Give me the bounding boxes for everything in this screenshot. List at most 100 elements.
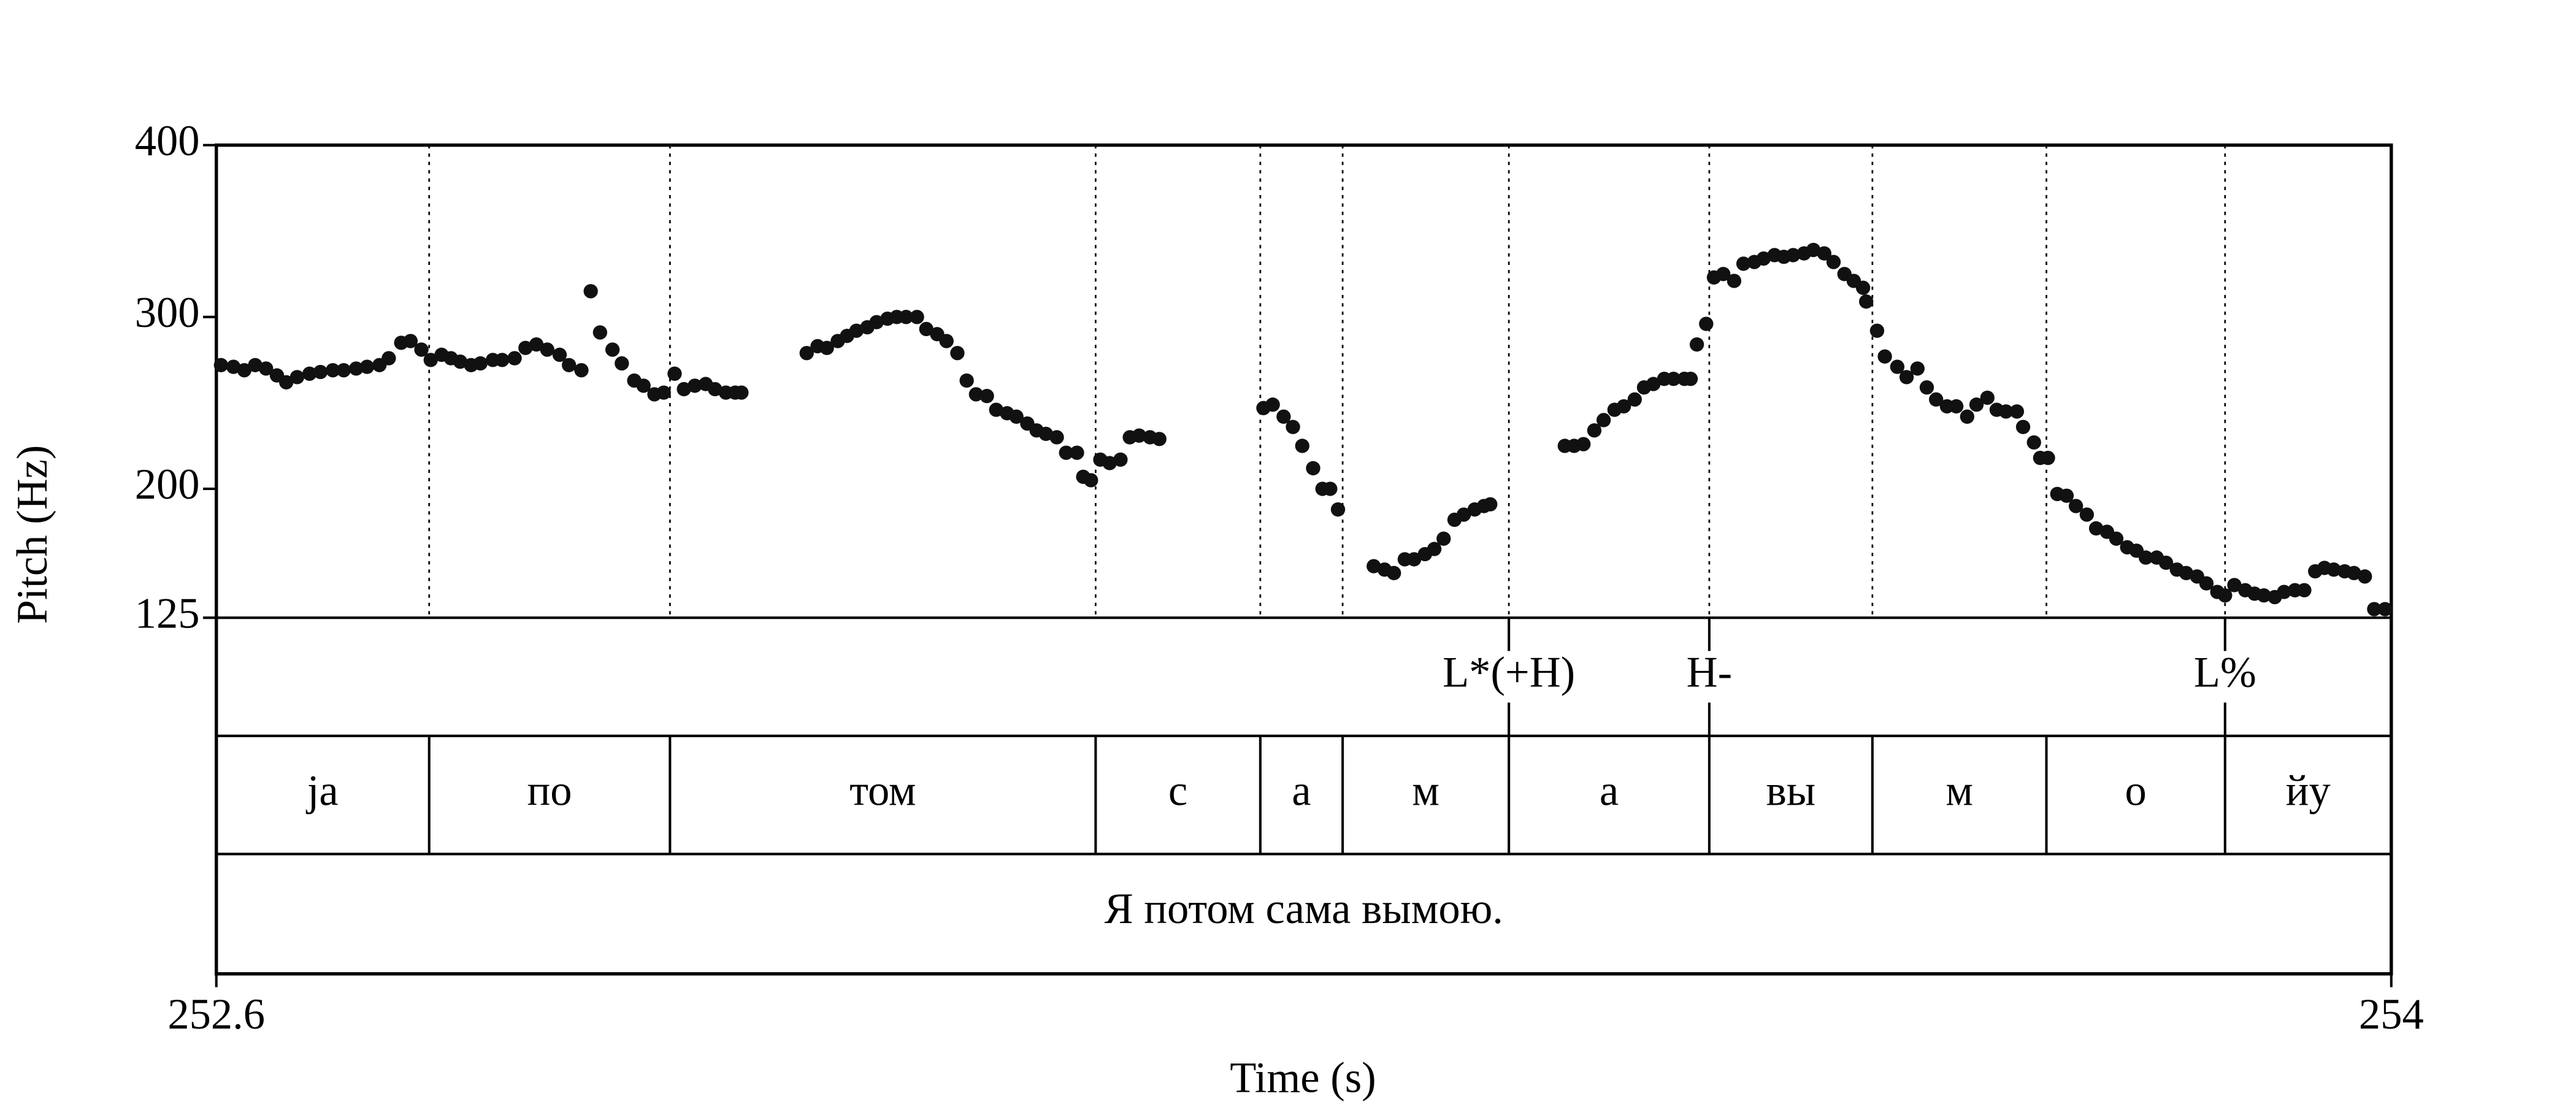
pitch-point [1980,390,1995,405]
pitch-point [1877,349,1892,364]
pitch-point [2256,588,2271,603]
interval-label: а [1292,767,1311,815]
interval-label: м [1412,767,1439,815]
pitch-point [2059,488,2074,503]
pitch-point [939,334,954,348]
pitch-point [313,364,328,380]
pitch-point [1406,552,1422,567]
pitch-point [799,346,814,361]
pitch-point [819,340,834,355]
pitch-point [2218,588,2233,603]
pitch-point [1084,473,1098,488]
pitch-point [336,363,351,378]
pitch-point [1756,251,1771,266]
pitch-point [2358,569,2372,584]
pitch-point [1059,445,1073,460]
pitch-point [1596,413,1611,427]
point-label: L*(+H) [1443,649,1575,697]
pitch-point [919,321,933,337]
pitch-point [1049,430,1064,445]
pitch-point [2026,435,2041,450]
pitch-point [1727,274,1742,288]
pitch-point [899,310,914,324]
pitch-point [849,323,864,338]
pitch-point [302,366,317,381]
pitch-point [2068,499,2083,513]
pitch-point [507,351,522,366]
pitch-point [213,358,228,372]
pitch-point [1949,399,1964,414]
pitch-point [1998,404,2014,419]
pitch-point [1919,380,1934,395]
pitch-point [495,353,510,367]
pitch-point [910,310,924,324]
pitch-point [1367,559,1381,573]
pitch-point [656,385,671,400]
pitch-point [968,387,983,402]
pitch-point [2347,565,2361,580]
pitch-point [2138,550,2153,565]
interval-label: с [1168,767,1187,815]
interval-label: том [849,767,916,815]
pitch-point [2041,450,2055,466]
pitch-point [2179,565,2194,580]
pitch-point [562,358,577,372]
pitch-point [259,361,274,376]
pitch-point [708,381,723,397]
pitch-point [2009,404,2025,419]
pitch-point [1009,409,1024,424]
pitch-point [1699,316,1714,331]
pitch-point [2326,562,2341,577]
pitch-point [574,363,589,378]
x-tick-label: 254 [2359,991,2424,1038]
pitch-point [869,315,884,329]
pitch-point [1286,420,1300,434]
pitch-point [1152,432,1167,447]
pitch-point [667,366,682,381]
pitch-point [349,361,364,376]
pitch-point [1113,452,1128,467]
pitch-point [248,358,263,372]
pitch-point [1859,294,1874,309]
pitch-point [959,373,974,388]
pitch-point [592,325,608,340]
y-tick-label: 200 [135,461,200,508]
pitch-point [1689,337,1704,352]
pitch-point [1483,497,1498,512]
pitch-point [1910,361,1925,376]
pitch-point [1457,507,1471,522]
interval-label: о [2125,767,2147,815]
pitch-point [2015,420,2031,434]
pitch-point [950,346,965,361]
x-tick-label: 252.6 [167,991,265,1038]
pitch-point [636,378,651,393]
pitch-point [1323,481,1338,496]
pitch-point [1436,531,1451,546]
pitch-point [1295,439,1309,453]
pitch-point [1960,409,1975,424]
pitch-point [1306,461,1321,476]
pitch-point [1330,502,1346,517]
pitch-point [453,355,468,369]
y-axis-label: Pitch (Hz) [9,445,56,624]
pitch-point [1899,370,1914,385]
pitch-point [583,284,598,299]
pitch-point [989,402,1003,417]
pitch-point [2079,507,2095,522]
pitch-point [473,356,488,371]
pitch-point [2378,602,2393,616]
pitch-point [1587,423,1602,438]
pitch-point [326,363,340,378]
interval-label: вы [1766,767,1816,815]
pitch-point [226,359,241,374]
pitch-point [1276,409,1291,424]
pitch-point [1102,456,1117,470]
interval-label: ja [305,767,339,815]
pitch-point [1716,267,1731,282]
pitch-point [1817,246,1831,261]
interval-label: по [527,767,572,815]
pitch-point [1132,428,1146,443]
interval-label: йу [2286,767,2331,815]
